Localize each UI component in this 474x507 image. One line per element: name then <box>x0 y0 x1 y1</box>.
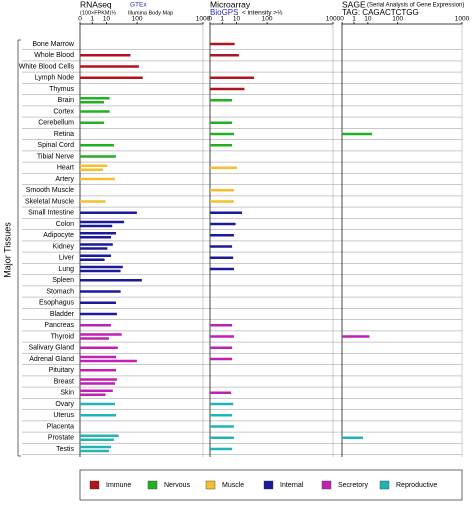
tissue-label: Pancreas <box>44 322 74 329</box>
legend-label: Nervous <box>164 482 191 489</box>
tissue-label: Testis <box>56 446 74 453</box>
tissue-label: Pituitary <box>49 367 75 374</box>
tissue-label: Cerebellum <box>38 120 74 127</box>
tissue-label: Bladder <box>50 311 75 318</box>
tissue-label: Thyroid <box>51 333 74 340</box>
legend-label: Internal <box>280 482 304 489</box>
tissue-label: Ovary <box>55 401 74 408</box>
tissue-label: Whole Blood <box>34 52 74 59</box>
x-tick-label: 10 <box>233 16 241 23</box>
tissue-label: Stomach <box>46 288 74 295</box>
tissue-label: Skeletal Muscle <box>25 198 74 205</box>
tissue-label: Spleen <box>52 277 74 284</box>
legend-swatch <box>147 480 158 490</box>
tissue-label: Placenta <box>47 423 74 430</box>
tissue-label: Kidney <box>53 243 75 250</box>
tissue-label: Heart <box>57 165 74 172</box>
x-tick-label: 100 <box>392 16 403 23</box>
y-axis-label: Major Tissues <box>2 222 12 278</box>
legend-swatch <box>205 480 216 490</box>
tissue-label: Spinal Cord <box>37 142 74 149</box>
panel-subtitle: (Serial Analysis of Gene Expression) <box>367 3 464 9</box>
tissue-label: Colon <box>56 221 74 228</box>
tissue-label: Cortex <box>53 108 74 115</box>
tissue-label: Breast <box>54 378 74 385</box>
x-tick-label: 10 <box>103 16 111 23</box>
x-tick-label: 1000 <box>326 16 341 23</box>
legend-swatch <box>379 480 390 490</box>
x-tick-label: 100 <box>262 16 273 23</box>
series-label: Illumina Body Map <box>128 10 173 16</box>
tissue-label: Bone Marrow <box>32 41 75 48</box>
legend-label: Secretory <box>338 482 368 489</box>
legend-label: Reproductive <box>396 482 437 489</box>
series-label: GTEx <box>130 2 147 9</box>
tissue-label: Esophagus <box>39 300 75 307</box>
tissue-label: Skin <box>60 390 74 397</box>
legend-swatch <box>321 480 332 490</box>
panel-subtitle: (100×FPKM)⅓ <box>80 10 116 16</box>
series-label: BioGPS <box>210 8 238 17</box>
x-tick-label: 0 <box>78 16 82 23</box>
tissue-label: Adrenal Gland <box>29 356 74 363</box>
tissue-label: Small Intestine <box>28 210 74 217</box>
legend-swatch <box>89 480 100 490</box>
x-tick-label: 1 <box>90 16 94 23</box>
legend-box <box>79 469 463 501</box>
x-tick-label: 10 <box>364 16 372 23</box>
tissue-label: White Blood Cells <box>19 63 75 70</box>
x-tick-label: 1000 <box>455 16 470 23</box>
sage-tag: TAG: CAGACTCTGG <box>342 8 419 17</box>
tissue-label: Artery <box>55 176 74 183</box>
x-tick-label: 0 <box>208 16 212 23</box>
panel-subtitle: < intensity >⅓ <box>242 10 283 17</box>
x-tick-label: 1000 <box>196 16 211 23</box>
panel-title: SAGE <box>342 0 366 9</box>
tissue-label: Brain <box>58 97 74 104</box>
tissue-label: Retina <box>54 131 74 138</box>
panel-title: RNAseq <box>80 0 112 9</box>
legend-label: Muscle <box>222 482 244 489</box>
legend-label: Immune <box>106 482 131 489</box>
panel-title: Microarray <box>210 0 251 9</box>
legend-swatch <box>263 480 274 490</box>
tissue-label: Salivary Gland <box>28 345 74 352</box>
tissue-label: Lymph Node <box>35 75 75 82</box>
x-tick-label: 0 <box>340 16 344 23</box>
tissue-label: Lung <box>58 266 74 273</box>
tissue-label: Prostate <box>48 435 74 442</box>
tissue-label: Thymus <box>49 86 74 93</box>
tissue-label: Liver <box>59 255 75 262</box>
x-tick-label: 1 <box>220 16 224 23</box>
x-tick-label: 100 <box>132 16 143 23</box>
tissue-label: Adipocyte <box>43 232 74 239</box>
tissue-label: Tibial Nerve <box>37 153 74 160</box>
tissue-label: Smooth Muscle <box>26 187 74 194</box>
tissue-label: Uterus <box>53 412 74 419</box>
x-tick-label: 1 <box>352 16 356 23</box>
